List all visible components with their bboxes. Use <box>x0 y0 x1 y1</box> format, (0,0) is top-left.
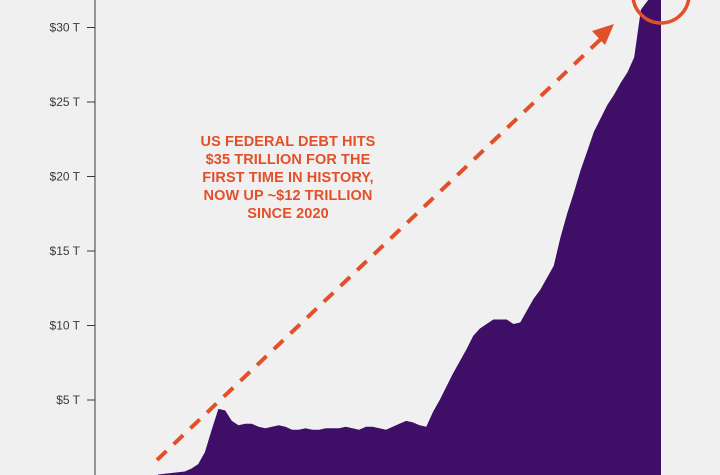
highlight-circle <box>631 0 691 25</box>
y-tick-label: $20 T <box>50 170 81 184</box>
chart-annotation: US FEDERAL DEBT HITS $35 TRILLION FOR TH… <box>178 133 398 223</box>
y-axis: $5 T $10 T $15 T $20 T $25 T $30 T <box>50 0 96 475</box>
annotation-line: FIRST TIME IN HISTORY, <box>202 170 374 186</box>
trend-arrow-line <box>155 35 605 462</box>
debt-area <box>158 0 661 475</box>
annotation-line: US FEDERAL DEBT HITS <box>200 134 376 150</box>
y-tick-label: $25 T <box>50 95 81 109</box>
annotation-line: NOW UP ~$12 TRILLION <box>203 188 373 204</box>
y-tick-label: $5 T <box>56 393 80 407</box>
annotation-line: $35 TRILLION FOR THE <box>205 152 371 168</box>
y-tick-label: $30 T <box>50 21 81 35</box>
trend-arrow-head <box>592 24 614 45</box>
y-tick-label: $15 T <box>50 244 81 258</box>
annotation-line: SINCE 2020 <box>247 206 329 222</box>
y-tick-label: $10 T <box>50 319 81 333</box>
trend-arrow <box>155 24 614 462</box>
